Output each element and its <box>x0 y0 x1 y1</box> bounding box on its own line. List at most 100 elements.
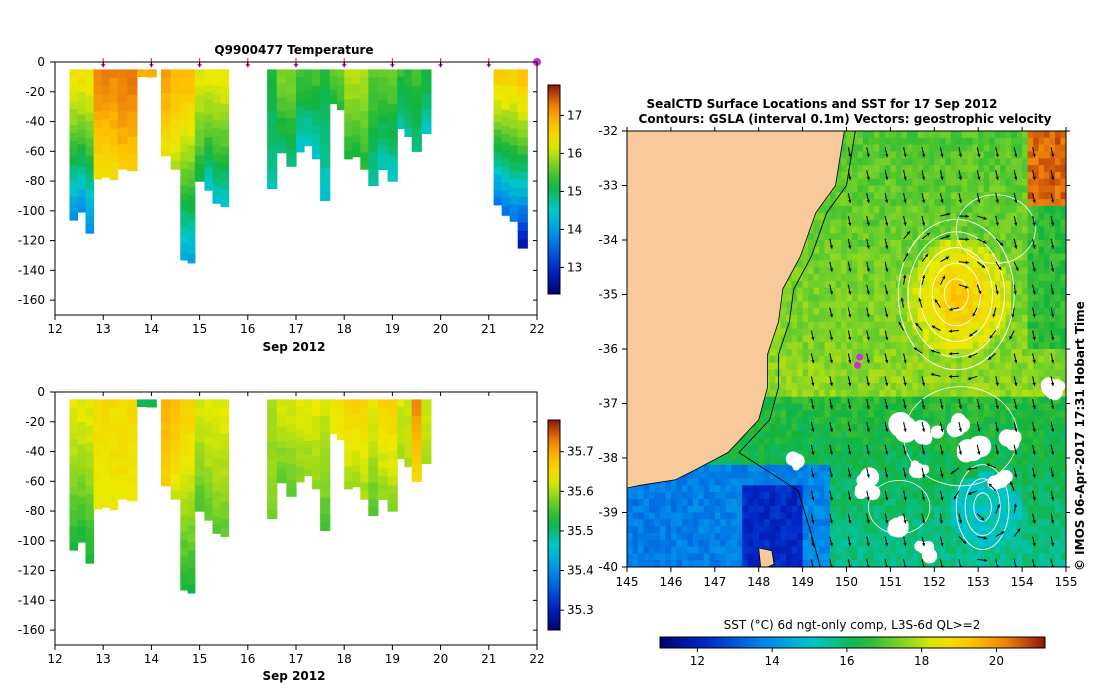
sst-cell <box>852 328 858 336</box>
sst-cell <box>934 274 941 282</box>
sst-cell <box>945 321 952 330</box>
profile-cell <box>411 473 422 482</box>
profile-cell <box>320 481 331 491</box>
profile-cell <box>320 159 331 169</box>
sst-cell <box>1027 178 1034 186</box>
profile-cell <box>304 468 313 477</box>
sst-cell <box>994 389 1001 398</box>
sst-cell <box>846 205 853 214</box>
sst-cell <box>1044 369 1050 377</box>
sst-cell <box>1022 171 1029 180</box>
sst-cell <box>934 260 941 268</box>
sst-cell <box>895 314 902 323</box>
sst-cell <box>1044 274 1050 282</box>
sst-cell <box>917 274 924 282</box>
sst-cell <box>994 396 1001 404</box>
sst-cell <box>852 151 858 159</box>
sst-cell <box>895 444 902 452</box>
sst-cell <box>879 410 886 418</box>
sst-cell <box>912 151 919 159</box>
profile-cell <box>77 429 87 438</box>
profile-cell <box>368 144 379 153</box>
sst-cell <box>791 376 798 384</box>
sst-cell <box>863 219 869 227</box>
sst-cell <box>950 267 957 275</box>
sst-cell <box>1005 165 1012 173</box>
sst-cell <box>1027 328 1034 336</box>
sst-cell <box>1000 389 1007 398</box>
sst-cell <box>797 403 804 411</box>
sst-cell <box>906 144 913 152</box>
sst-cell <box>824 199 831 207</box>
sst-cell <box>764 389 771 398</box>
sst-cell <box>786 287 793 295</box>
sst-cell <box>1044 205 1050 214</box>
profile-cell <box>267 416 278 426</box>
profile-cell <box>387 155 398 165</box>
sst-cell <box>945 246 952 255</box>
sst-cell <box>906 212 913 221</box>
profile-cell <box>69 447 79 456</box>
profile-cell <box>204 167 213 176</box>
profile-cell <box>204 129 213 138</box>
profile-cell <box>180 77 189 87</box>
sst-cell <box>972 389 979 398</box>
sst-cell <box>863 369 869 377</box>
sst-cell <box>912 342 919 350</box>
profile-cell <box>377 437 389 447</box>
map-plot-area <box>627 131 1066 567</box>
profile-cell <box>77 444 87 453</box>
sst-cell <box>945 410 952 418</box>
x-tick-label: 19 <box>385 652 400 666</box>
sst-cell <box>906 396 913 404</box>
sst-cell <box>1016 321 1023 330</box>
sst-cell <box>868 417 875 425</box>
sst-cell <box>780 444 787 452</box>
profile-cell <box>493 84 503 93</box>
sst-cell <box>791 335 798 343</box>
sst-cell <box>1049 253 1056 261</box>
sst-cell <box>1038 199 1045 207</box>
sst-cell <box>912 212 919 221</box>
sst-cell <box>978 137 985 146</box>
profile-cell <box>276 104 287 112</box>
profile-cell <box>109 111 119 121</box>
profile-cell <box>267 137 278 147</box>
profile-cell <box>204 490 213 499</box>
sst-cell <box>994 246 1001 255</box>
profile-cell <box>267 407 278 417</box>
sst-cell <box>906 260 913 268</box>
sst-cell <box>989 158 996 166</box>
profile-cell <box>411 94 422 103</box>
profile-cell <box>377 84 389 94</box>
sst-cell <box>967 396 974 404</box>
profile-cell <box>77 182 87 191</box>
profile-cell <box>170 111 181 120</box>
sst-cell <box>873 423 880 432</box>
profile-cell <box>187 136 196 146</box>
sst-cell <box>835 349 842 357</box>
sst-cell <box>868 342 875 350</box>
profile-cell <box>93 86 103 96</box>
profile-cell <box>187 128 196 138</box>
sst-cell <box>1033 362 1040 370</box>
sst-cell <box>1049 396 1056 404</box>
profile-cell <box>109 128 119 138</box>
profile-cell <box>312 431 321 441</box>
sst-cell <box>863 131 869 139</box>
sst-cell <box>890 178 897 186</box>
profile-cell <box>493 144 503 153</box>
sst-cell <box>967 219 974 227</box>
profile-cell <box>77 92 87 101</box>
sst-cell <box>857 294 864 302</box>
profile-cell <box>312 69 321 79</box>
profile-cell <box>411 399 422 409</box>
sst-cell <box>890 403 897 411</box>
sst-cell <box>1000 321 1007 330</box>
sst-cell <box>945 369 952 377</box>
profile-cell <box>93 119 103 129</box>
profile-cell <box>360 69 369 79</box>
sst-cell <box>769 437 776 445</box>
profile-cell <box>85 103 95 114</box>
sst-cell <box>1033 158 1040 166</box>
